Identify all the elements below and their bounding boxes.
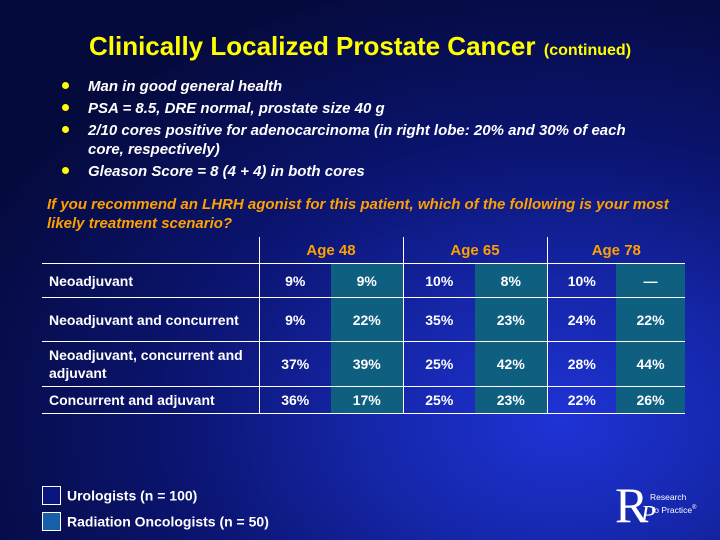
radiation-oncologist-cell: 44% xyxy=(616,341,686,387)
logo-trademark: ® xyxy=(692,505,697,511)
radiation-oncologist-cell: 22% xyxy=(331,297,404,342)
bullet-dot-icon xyxy=(62,104,69,111)
urologist-cell: 25% xyxy=(402,386,476,414)
age-header: Age 48 xyxy=(258,237,404,264)
radiation-oncologist-cell: 22% xyxy=(616,297,686,342)
bullet-item: Gleason Score = 8 (4 + 4) in both cores xyxy=(62,162,662,181)
bullet-dot-icon xyxy=(62,167,69,174)
row-label: Neoadjuvant, concurrent and adjuvant xyxy=(42,341,259,387)
table-row: Concurrent and adjuvant 36% 17% 25% 23% … xyxy=(42,386,686,414)
bullet-item: 2/10 cores positive for adenocarcinoma (… xyxy=(62,121,662,159)
bullet-text: PSA = 8.5, DRE normal, prostate size 40 … xyxy=(88,100,385,117)
radiation-oncologist-cell: 9% xyxy=(331,263,404,298)
table-row: Neoadjuvant, concurrent and adjuvant 37%… xyxy=(42,341,686,387)
logo-line-2: To Practice® xyxy=(650,503,696,516)
radiation-oncologist-cell: 42% xyxy=(475,341,548,387)
survey-question: If you recommend an LHRH agonist for thi… xyxy=(47,196,669,232)
bullet-text: Gleason Score = 8 (4 + 4) in both cores xyxy=(88,163,365,180)
logo-wordmark: Research To Practice® xyxy=(650,492,696,516)
logo-letter-p: P xyxy=(641,502,656,528)
radiation-oncologist-cell: — xyxy=(616,263,686,298)
bullet-item: Man in good general health xyxy=(62,77,662,96)
urologist-cell: 25% xyxy=(402,341,476,387)
row-label: Neoadjuvant xyxy=(42,263,259,298)
radiation-oncologist-cell: 23% xyxy=(475,386,548,414)
table-header-row: Age 48 Age 65 Age 78 xyxy=(42,237,686,264)
bullet-text: 2/10 cores positive for adenocarcinoma (… xyxy=(88,122,626,158)
header-corner xyxy=(42,237,259,264)
age-header: Age 65 xyxy=(402,237,548,264)
urologist-cell: 28% xyxy=(546,341,617,387)
slide-title: Clinically Localized Prostate Cancer (co… xyxy=(0,31,720,62)
radiation-oncologists-swatch-icon xyxy=(42,512,61,531)
logo-letter-r: R xyxy=(615,477,649,533)
bullet-item: PSA = 8.5, DRE normal, prostate size 40 … xyxy=(62,99,662,118)
urologist-cell: 10% xyxy=(402,263,476,298)
results-table: Age 48 Age 65 Age 78 Neoadjuvant 9% 9% 1… xyxy=(42,237,686,414)
radiation-oncologist-cell: 39% xyxy=(331,341,404,387)
age-header: Age 78 xyxy=(546,237,686,264)
title-suffix: (continued) xyxy=(543,42,632,59)
legend-radiation-oncologists: Radiation Oncologists (n = 50) xyxy=(42,512,269,531)
title-main: Clinically Localized Prostate Cancer xyxy=(88,31,536,61)
urologist-cell: 22% xyxy=(546,386,617,414)
bullet-text: Man in good general health xyxy=(88,78,283,95)
urologist-cell: 37% xyxy=(258,341,331,387)
table-row: Neoadjuvant 9% 9% 10% 8% 10% — xyxy=(42,263,686,298)
radiation-oncologist-cell: 17% xyxy=(331,386,404,414)
row-label: Concurrent and adjuvant xyxy=(42,386,259,414)
logo-line-1: Research xyxy=(650,492,687,502)
bullet-dot-icon xyxy=(62,82,69,89)
case-details-list: Man in good general health PSA = 8.5, DR… xyxy=(62,77,662,184)
bullet-dot-icon xyxy=(62,126,69,133)
research-to-practice-logo: R P Research To Practice® xyxy=(615,477,715,533)
radiation-oncologist-cell: 26% xyxy=(616,386,686,414)
legend-label: Urologists (n = 100) xyxy=(67,487,198,504)
urologist-cell: 9% xyxy=(258,263,331,298)
urologists-swatch-icon xyxy=(42,486,61,505)
urologist-cell: 10% xyxy=(546,263,617,298)
urologist-cell: 24% xyxy=(546,297,617,342)
logo-line-2-text: To Practice xyxy=(650,504,693,515)
radiation-oncologist-cell: 23% xyxy=(475,297,548,342)
radiation-oncologist-cell: 8% xyxy=(475,263,548,298)
legend-urologists: Urologists (n = 100) xyxy=(42,486,197,505)
legend-label: Radiation Oncologists (n = 50) xyxy=(67,513,269,530)
row-label: Neoadjuvant and concurrent xyxy=(42,297,259,342)
table-row: Neoadjuvant and concurrent 9% 22% 35% 23… xyxy=(42,297,686,342)
urologist-cell: 35% xyxy=(402,297,476,342)
urologist-cell: 9% xyxy=(258,297,331,342)
urologist-cell: 36% xyxy=(258,386,331,414)
